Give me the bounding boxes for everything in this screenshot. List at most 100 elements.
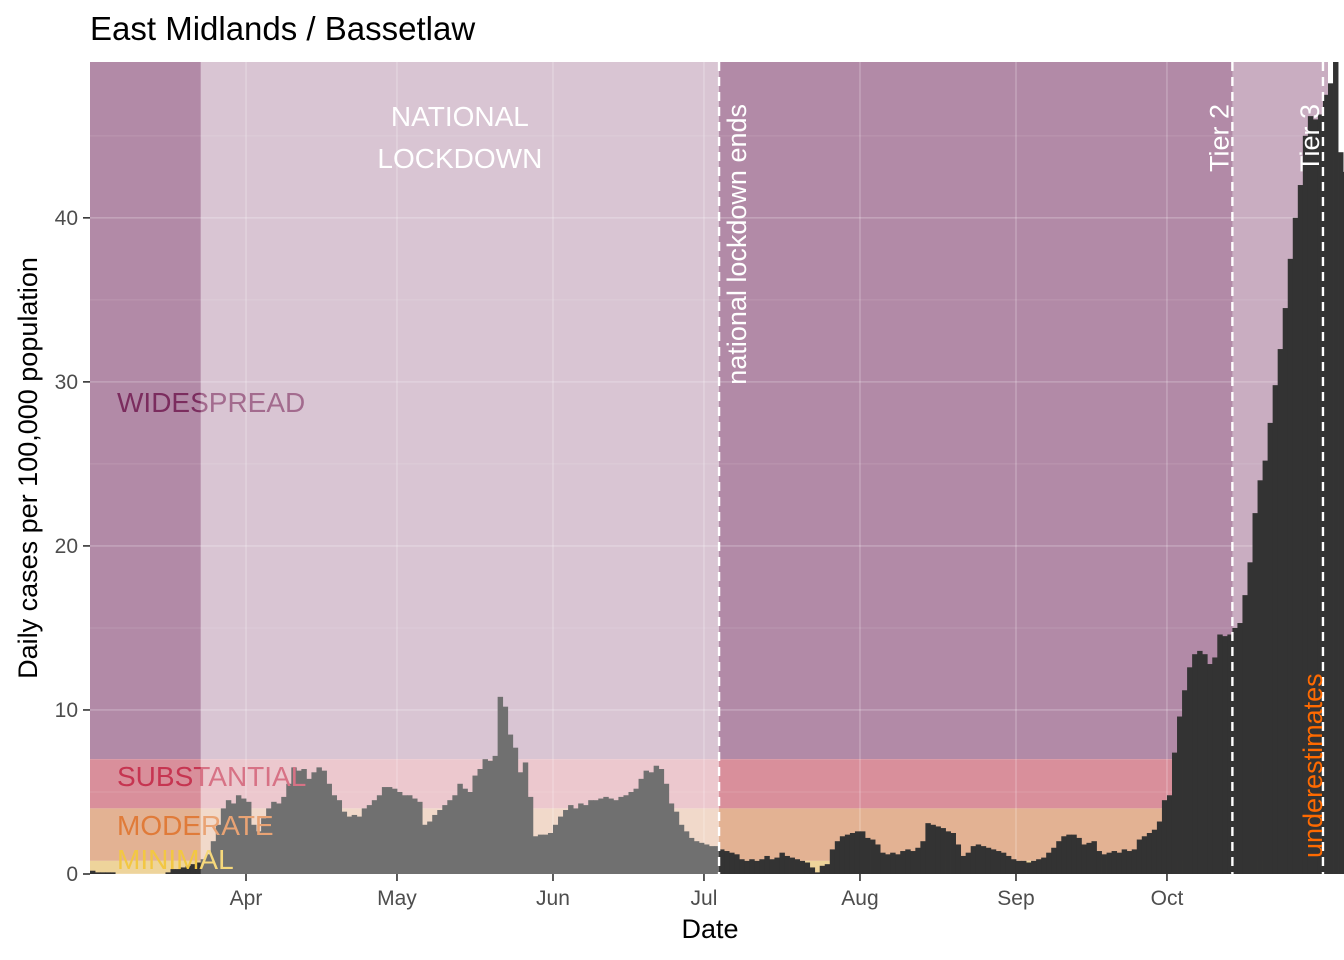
bar	[1106, 852, 1113, 874]
bar	[487, 760, 494, 874]
bar	[170, 869, 176, 874]
bar	[1036, 859, 1042, 874]
bar	[1010, 859, 1017, 874]
bar	[819, 865, 826, 874]
bar	[447, 800, 453, 874]
bar	[1005, 855, 1012, 874]
bar	[729, 852, 735, 874]
bar	[930, 824, 936, 874]
bar	[256, 831, 262, 874]
bar	[1026, 862, 1032, 874]
x-tick-label: Jun	[536, 887, 570, 910]
bar	[890, 852, 896, 874]
bar	[1091, 841, 1097, 874]
bar	[638, 778, 644, 874]
underestimates-label: underestimates	[1298, 673, 1328, 858]
bar	[286, 783, 292, 874]
bar	[1056, 841, 1062, 874]
bar	[100, 872, 106, 874]
bar	[1041, 857, 1047, 874]
bar	[1136, 839, 1143, 874]
bar	[1000, 852, 1007, 874]
bar	[1046, 852, 1052, 874]
bar	[1086, 842, 1092, 874]
bar	[477, 769, 483, 874]
bar	[110, 872, 116, 874]
event-label: Tier 3	[1295, 104, 1325, 172]
bar	[386, 787, 393, 874]
bar	[291, 767, 297, 874]
bar	[1317, 114, 1324, 875]
bar	[296, 770, 302, 874]
bar	[185, 865, 192, 874]
bar	[381, 787, 388, 874]
bar	[870, 839, 876, 874]
x-tick-label: Apr	[230, 887, 263, 910]
bar	[1096, 851, 1102, 874]
bar	[301, 769, 307, 874]
bar	[306, 778, 312, 874]
bar	[663, 783, 670, 874]
bar	[829, 849, 836, 874]
bar	[603, 796, 609, 874]
bar	[633, 788, 639, 874]
bar	[940, 828, 946, 874]
bar	[960, 855, 967, 874]
bar	[1207, 664, 1213, 874]
bar	[1066, 834, 1072, 874]
bar	[230, 803, 237, 874]
bar	[703, 844, 710, 874]
bar	[965, 852, 972, 874]
bar	[512, 747, 519, 874]
bar	[246, 801, 252, 874]
bar	[1297, 185, 1304, 875]
bar	[915, 847, 921, 874]
bar	[105, 872, 111, 874]
bar	[844, 834, 851, 874]
x-tick-label: Oct	[1151, 887, 1184, 910]
bar	[482, 759, 488, 874]
bar	[895, 854, 901, 874]
bar	[849, 832, 856, 874]
y-tick-label: 0	[66, 863, 78, 886]
bar	[422, 824, 428, 874]
bar	[1212, 657, 1218, 874]
bar	[613, 800, 619, 874]
bar	[779, 852, 785, 874]
band-widespread	[90, 62, 1328, 760]
bar	[1061, 836, 1067, 874]
bar	[568, 805, 574, 874]
bar	[774, 857, 780, 874]
bar	[1156, 821, 1163, 874]
bar	[854, 831, 861, 874]
bar	[754, 860, 760, 874]
bar	[457, 783, 463, 874]
bar	[1292, 217, 1299, 874]
bar	[366, 805, 373, 874]
bar	[1307, 116, 1314, 875]
bar	[532, 836, 539, 874]
bar	[200, 859, 207, 874]
bar	[1111, 851, 1118, 874]
y-tick-label: 20	[55, 535, 78, 558]
bar	[251, 824, 257, 874]
bar	[809, 867, 816, 874]
lockdown-label-wash	[200, 62, 720, 874]
bar	[467, 791, 473, 874]
bar	[1126, 851, 1133, 874]
x-axis-title: Date	[681, 914, 738, 944]
bar	[698, 842, 705, 874]
bar	[1116, 852, 1123, 874]
bar	[90, 870, 96, 874]
band-label-widespread: WIDESPREAD	[117, 387, 305, 418]
bar	[321, 770, 327, 874]
bar	[1322, 94, 1329, 874]
bar	[205, 854, 212, 874]
bar	[1222, 636, 1228, 874]
bar	[1237, 623, 1243, 874]
bar	[719, 849, 725, 874]
bar	[346, 816, 353, 874]
bar	[588, 800, 594, 874]
bar	[1217, 634, 1223, 874]
bar	[1277, 349, 1284, 875]
